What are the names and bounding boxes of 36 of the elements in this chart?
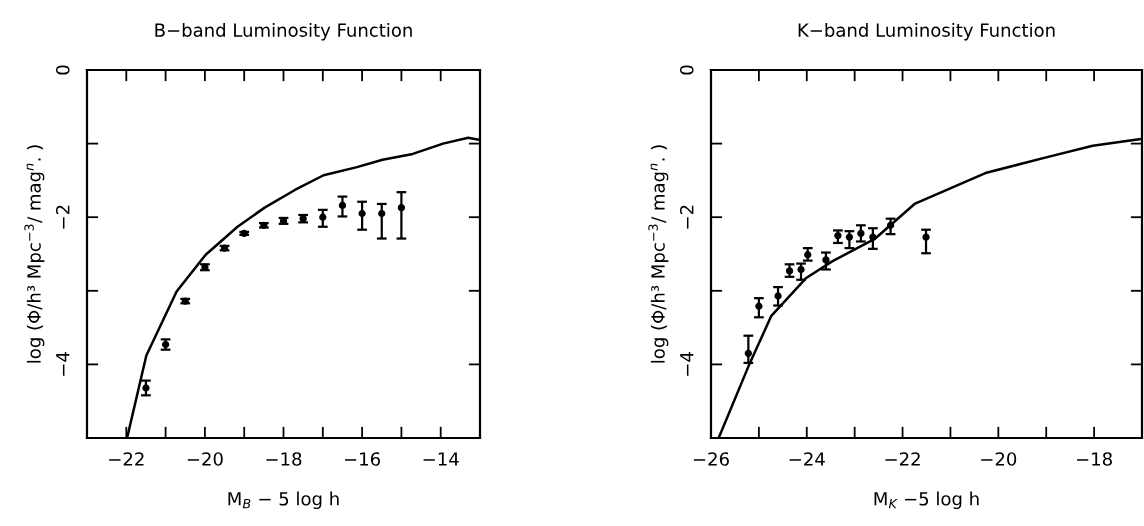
x-tick-label: −20 <box>981 452 1017 466</box>
point <box>378 209 386 218</box>
x-tick-label: −18 <box>266 452 302 466</box>
x-tick-label: −22 <box>885 452 920 466</box>
x-tick-label: −20 <box>187 452 223 466</box>
y-axis-title: log (Φ/h³ Mpc$^{−3}$/ mag$^{n}$. ) <box>24 145 45 363</box>
y-tick-label: −2 <box>55 205 70 229</box>
x-tick-label: −14 <box>423 452 459 466</box>
x-axis-title: M$_{B}$ − 5 log h <box>228 491 339 510</box>
point <box>857 229 865 238</box>
y-tick-label: −2 <box>679 205 694 229</box>
x-tick-label: −16 <box>344 452 381 466</box>
x-tick-label: −18 <box>1076 452 1112 466</box>
x-tick-label: −26 <box>693 452 729 466</box>
point <box>774 292 782 300</box>
point <box>922 233 930 241</box>
point <box>397 203 406 212</box>
point <box>886 221 895 229</box>
y-tick-label: −4 <box>56 352 70 376</box>
x-axis-title: M$_{K}$ −5 log h <box>874 491 979 510</box>
y-tick-label: 0 <box>679 65 694 75</box>
point <box>319 213 327 221</box>
point <box>744 349 752 358</box>
point <box>338 201 347 210</box>
chart-title: B−band Luminosity Function <box>155 22 412 41</box>
point <box>822 256 830 264</box>
y-axis-title: log (Φ/h³ Mpc$^{−3}$/ mag$^{n}$. ) <box>648 145 669 363</box>
point <box>358 209 366 218</box>
x-tick-label: −24 <box>789 452 825 466</box>
point <box>142 384 150 392</box>
chart-title: K−band Luminosity Function <box>798 22 1055 41</box>
y-tick-label: −4 <box>680 352 694 376</box>
point <box>755 302 763 310</box>
y-tick-label: 0 <box>55 65 70 75</box>
x-tick-label: −22 <box>109 452 144 466</box>
point <box>869 233 877 241</box>
